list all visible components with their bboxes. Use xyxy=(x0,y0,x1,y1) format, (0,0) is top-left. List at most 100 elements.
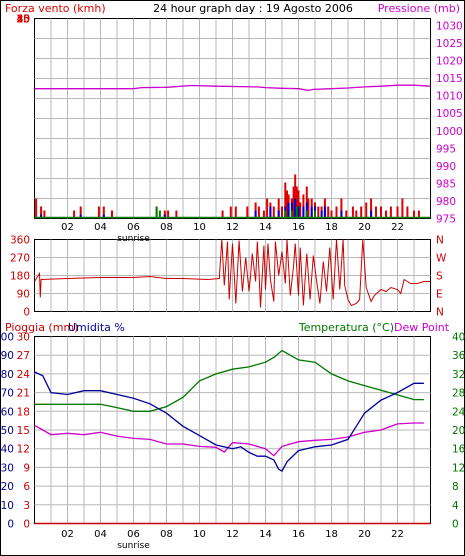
wind-y-tick-label: 35 xyxy=(17,14,30,26)
pressure-y-tick-label: 985 xyxy=(436,178,456,190)
pressure-y-tick-label: 1015 xyxy=(436,73,463,85)
pressure-y-tick-label: 990 xyxy=(436,161,456,173)
temperature-y-tick-label: 24 xyxy=(452,406,465,418)
wind-mean-bar xyxy=(323,206,326,219)
wind-low-bar xyxy=(155,206,158,219)
humidity-y-tick-label: 100 xyxy=(0,332,14,344)
pressure-y-tick-label: 1010 xyxy=(436,91,463,103)
wind-gust-bar xyxy=(277,198,280,219)
pressure-y-tick-label: 1005 xyxy=(436,108,463,120)
wind-mean-bar xyxy=(163,214,166,219)
wind-gust-bar xyxy=(396,206,399,219)
wind-axis-title: Forza vento (kmh) xyxy=(5,2,106,15)
humidity-y-tick-label: 20 xyxy=(1,481,14,493)
wind-y-tick-label: 30 xyxy=(17,14,30,26)
humidity-y-tick-label: 10 xyxy=(1,500,14,512)
pressure-y-tick-label: 1030 xyxy=(436,21,463,33)
humidity-y-tick-label: 50 xyxy=(1,425,14,437)
pressure-y-tick-label: 1000 xyxy=(436,126,463,138)
wind-low-bar xyxy=(314,210,316,219)
wind-gust-bar xyxy=(299,202,302,219)
temperature-y-tick-label: 32 xyxy=(452,369,465,381)
wind-y-tick-label: 25 xyxy=(17,14,30,26)
temperature-axis-title: Temperatura (°C) xyxy=(298,321,394,334)
rain-y-tick-label: 6 xyxy=(23,481,30,493)
rain-y-tick-label: 12 xyxy=(17,444,30,456)
rain-y-tick-label: 15 xyxy=(17,425,30,437)
wind-gust-bar xyxy=(355,210,358,219)
wind-gust-bar xyxy=(307,198,310,219)
pressure-y-tick-label: 980 xyxy=(436,196,456,208)
wind-gust-bar xyxy=(281,206,283,219)
humidity-y-tick-label: 40 xyxy=(1,444,14,456)
humidity-y-tick-label: 60 xyxy=(1,406,14,418)
wind-mean-bar xyxy=(269,206,272,219)
direction-y-left-tick-label: 360 xyxy=(10,235,30,247)
wind-gust-bar xyxy=(335,206,338,219)
wind-mean-bar xyxy=(277,210,280,219)
wind-gust-bar xyxy=(234,206,237,219)
wind-low-bar xyxy=(284,210,287,219)
wind-mean-bar xyxy=(302,206,305,219)
wind-gust-bar xyxy=(175,210,178,219)
wind-panel-x-tick-label: 14 xyxy=(259,222,272,233)
wind-gust-bar xyxy=(272,206,275,219)
wind-mean-bar xyxy=(287,202,290,219)
wind-gust-bar xyxy=(406,206,409,219)
wind-mean-bar xyxy=(297,206,300,219)
wind-gust-bar xyxy=(401,198,404,219)
wind-y-tick-label: 5 xyxy=(23,14,30,26)
wind-gust-bar xyxy=(297,190,300,219)
wind-y-tick-label: 40 xyxy=(17,14,30,26)
wind-gust-bar xyxy=(365,202,368,219)
rain-axis-title: Pioggia (mm) xyxy=(5,321,78,334)
thermo-panel-x-tick-label: 06 xyxy=(127,529,140,540)
wind-gust-bar xyxy=(385,210,387,219)
wind-panel-x-tick-label: 08 xyxy=(160,222,173,233)
humidity-y-tick-label: 0 xyxy=(7,519,14,531)
wind-mean-bar xyxy=(340,210,343,219)
humidity-axis-title: Umidita % xyxy=(68,321,125,334)
humidity-y-tick-label: 90 xyxy=(1,350,14,362)
wind-gust-bar xyxy=(417,210,420,219)
wind-y-tick-label: 45 xyxy=(17,14,30,26)
pressure-y-tick-label: 1025 xyxy=(436,38,463,50)
wind-y-tick-label: 10 xyxy=(17,14,30,26)
wind-gust-bar xyxy=(35,198,38,219)
rain-y-tick-label: 0 xyxy=(23,519,30,531)
wind-y-tick-label: 20 xyxy=(17,14,30,26)
wind-gust-bar xyxy=(246,206,249,219)
wind-low-bar xyxy=(290,210,293,219)
wind-gust-bar xyxy=(375,206,377,219)
wind-gust-bar xyxy=(360,206,363,219)
direction-y-left-tick-label: 180 xyxy=(10,271,30,283)
thermo-panel-x-tick-label: 08 xyxy=(160,529,173,540)
temperature-y-tick-label: 20 xyxy=(452,425,465,437)
wind-gust-bar xyxy=(330,210,333,219)
pressure-y-tick-label: 975 xyxy=(436,214,456,226)
direction-y-right-tick-label: N xyxy=(436,235,444,247)
wind-gust-bar xyxy=(284,182,287,219)
thermo-panel-x-tick-label: 18 xyxy=(325,529,338,540)
wind-low-bar xyxy=(305,210,308,219)
direction-y-left-tick-label: 270 xyxy=(10,253,30,265)
wind-gust-bar xyxy=(221,210,224,219)
wind-gust-bar xyxy=(79,206,82,219)
temperature-line xyxy=(34,349,424,412)
temperature-y-tick-label: 28 xyxy=(452,388,465,400)
rain-y-tick-label: 9 xyxy=(23,462,30,474)
chart-title: 24 hour graph day : 19 Agosto 2006 xyxy=(153,2,353,15)
thermo-panel-x-tick-label: 16 xyxy=(292,529,305,540)
wind-gust-bar xyxy=(266,198,269,219)
temperature-y-tick-label: 4 xyxy=(452,500,459,512)
wind-gust-bar xyxy=(327,206,330,219)
wind-mean-bar xyxy=(40,214,43,219)
wind-y-tick-label: 0 xyxy=(23,14,30,26)
wind-gust-bar xyxy=(370,198,373,219)
temperature-y-tick-label: 8 xyxy=(452,481,459,493)
wind-mean-bar xyxy=(79,214,82,219)
rain-y-tick-label: 18 xyxy=(17,406,30,418)
wind-mean-bar xyxy=(370,210,373,219)
wind-gust-bar xyxy=(294,174,297,219)
